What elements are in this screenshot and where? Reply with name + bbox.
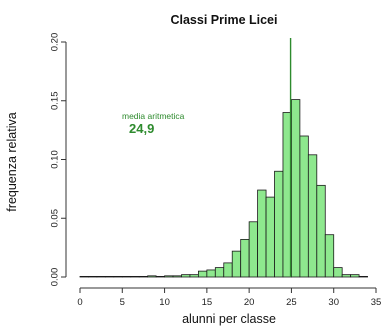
histogram-bar-12: [181, 274, 191, 278]
histogram-bar-30: [333, 267, 343, 278]
chart-title: Classi Prime Licei: [170, 13, 277, 27]
x-tick-label: 20: [244, 297, 255, 308]
histogram-bar-7: [138, 275, 149, 278]
y-tick-label: 0.10: [50, 150, 61, 169]
mean-annotation-value: 24,9: [129, 121, 154, 136]
y-tick-label: 0.20: [50, 33, 61, 52]
histogram-bar-21: [257, 189, 267, 278]
y-tick-label: 0.15: [50, 92, 61, 111]
histogram-bar-11: [172, 275, 182, 278]
x-tick-label: 5: [120, 297, 125, 308]
histogram-bar-17: [223, 262, 233, 278]
x-tick-label: 25: [286, 297, 297, 308]
x-axis-label: alunni per classe: [182, 312, 276, 326]
histogram-bar-8: [147, 275, 157, 278]
y-axis-label: frequenza relativa: [5, 112, 19, 211]
y-tick-label: 0.05: [50, 209, 61, 228]
histogram-bar-18: [231, 250, 242, 278]
histogram-bar-22: [265, 196, 275, 278]
histogram-bar-6: [130, 275, 140, 278]
mean-annotation-label: media aritmetica: [122, 111, 185, 121]
histogram-bar-15: [206, 269, 216, 278]
histogram-bar-28: [316, 184, 326, 278]
histogram-bar-31: [341, 274, 352, 278]
histogram-bar-20: [248, 221, 258, 278]
histogram-bar-4: [113, 275, 123, 278]
histogram-bar-13: [189, 274, 199, 278]
y-axis: 0.00 0.05 0.10 0.15 0.20: [50, 33, 67, 287]
histogram-bar-16: [214, 267, 225, 278]
histogram-bar-0: [79, 275, 89, 278]
histogram-bar-1: [88, 275, 98, 278]
histogram-bar-5: [121, 275, 132, 278]
histogram-bar-26: [299, 135, 309, 278]
histogram-bar-3: [104, 275, 115, 278]
x-axis: 0 5 10 15 20 25 30 35: [77, 287, 382, 308]
histogram-bar-29: [324, 234, 335, 278]
x-tick-label: 30: [328, 297, 339, 308]
bars-group: [79, 99, 368, 278]
x-tick-label: 10: [159, 297, 170, 308]
x-tick-label: 35: [371, 297, 382, 308]
histogram-bar-23: [274, 170, 284, 278]
histogram-bar-2: [96, 275, 106, 278]
histogram-bar-32: [350, 274, 360, 278]
y-tick-label: 0.00: [50, 268, 61, 287]
histogram-bar-9: [155, 275, 165, 278]
x-tick-label: 15: [202, 297, 213, 308]
histogram-bar-19: [240, 238, 250, 278]
histogram-bar-14: [197, 270, 208, 278]
histogram-bar-25: [291, 99, 301, 278]
histogram-bar-27: [307, 154, 318, 278]
histogram-bar-33: [358, 275, 368, 278]
histogram-bar-10: [164, 275, 174, 278]
x-tick-label: 0: [77, 297, 82, 308]
